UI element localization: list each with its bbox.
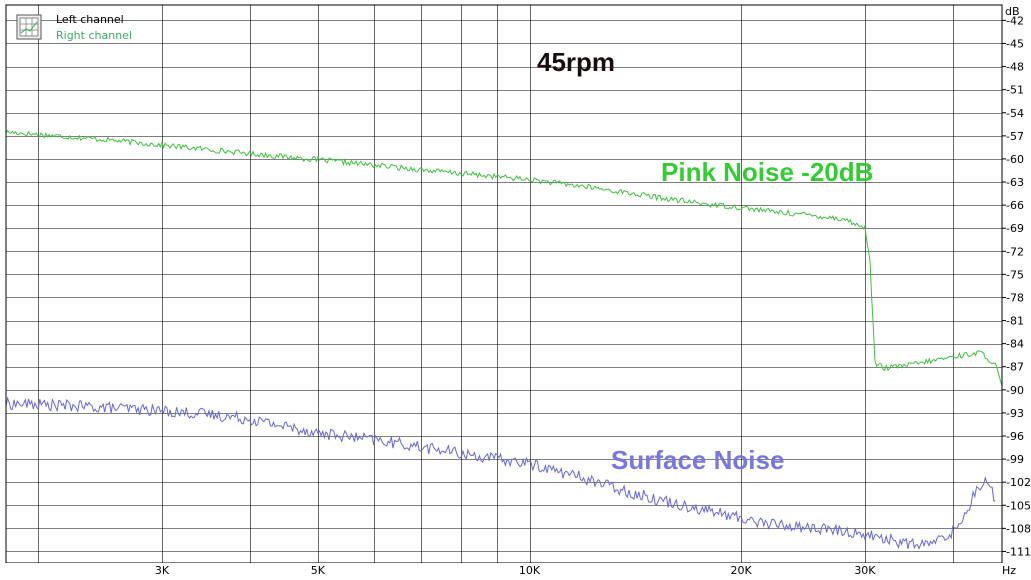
y-tick-label: -111 [1006,545,1031,558]
y-tick-label: -84 [1006,338,1024,351]
annotation-surface-noise: Surface Noise [611,445,784,475]
x-axis-labels: 3K 5K 10K 20K 30K [155,564,876,577]
y-tick-label: -90 [1006,384,1024,397]
y-tick-label: -45 [1006,37,1024,50]
y-tick-label: -87 [1006,361,1024,374]
legend-entry-right-channel: Right channel [56,29,132,42]
x-tick-label: 20K [731,564,753,577]
x-tick-label: 10K [519,564,541,577]
y-tick-label: -63 [1006,176,1024,189]
grid [6,5,1002,563]
y-tick-label: -69 [1006,222,1024,235]
x-tick-label: 5K [311,564,326,577]
y-tick-label: -51 [1006,84,1024,97]
legend-entry-left-channel: Left channel [56,13,124,26]
y-tick-label: -105 [1006,499,1031,512]
y-tick-label: -99 [1006,453,1024,466]
y-tick-label: -102 [1006,476,1031,489]
y-tick-label: -60 [1006,153,1024,166]
legend: Left channel Right channel [16,13,132,42]
x-tick-label: 30K [854,564,876,577]
x-unit-label: Hz [1002,564,1016,577]
y-unit-label: dB [1005,5,1020,18]
bottom-strip [0,563,1031,580]
y-tick-label: -54 [1006,107,1024,120]
y-tick-label: -66 [1006,199,1024,212]
y-tick-label: -48 [1006,61,1024,74]
series-group [5,129,1003,550]
right-strip [1003,0,1031,580]
annotation-45rpm: 45rpm [537,47,615,77]
legend-icon[interactable] [16,14,42,40]
y-tick-label: -57 [1006,130,1024,143]
y-tick-label: -78 [1006,291,1024,304]
y-tick-label: -96 [1006,430,1024,443]
annotation-pink-noise: Pink Noise -20dB [661,157,873,187]
y-tick-label: -42 [1006,14,1024,27]
series-line [5,129,1003,387]
y-tick-label: -72 [1006,245,1024,258]
y-tick-label: -93 [1006,407,1024,420]
y-tick-label: -108 [1006,522,1031,535]
series-line [5,396,996,550]
y-tick-label: -75 [1006,268,1024,281]
y-tick-label: -81 [1006,315,1024,328]
y-axis-labels: -42 -45 -48 -51 -54 -57 -60 -63 -66 -69 -72 -75 -78 -… [1002,14,1031,558]
x-tick-label: 3K [155,564,170,577]
